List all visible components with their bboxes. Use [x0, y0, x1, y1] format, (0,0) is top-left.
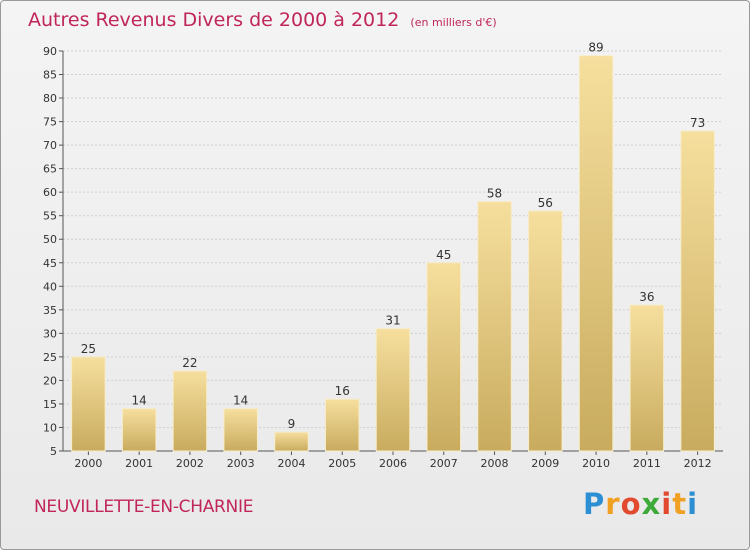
bar	[223, 408, 258, 452]
y-tick-label: 65	[43, 163, 57, 176]
y-tick-label: 30	[43, 327, 57, 340]
data-label: 14	[132, 394, 147, 408]
bar	[172, 370, 208, 452]
chart-unit-note: (en milliers d'€)	[410, 16, 497, 29]
bar	[426, 262, 462, 452]
x-tick-label: 2007	[430, 457, 458, 470]
bar	[71, 356, 106, 452]
y-tick-label: 10	[43, 421, 57, 434]
x-tick-label: 2004	[277, 457, 305, 470]
y-tick-label: 15	[43, 398, 57, 411]
y-tick-label: 60	[43, 186, 57, 199]
x-tick-label: 2008	[481, 457, 509, 470]
y-tick-label: 35	[43, 304, 57, 317]
proxiti-logo: Proxiti	[583, 487, 699, 521]
bar	[121, 408, 157, 452]
y-tick-label: 25	[43, 351, 57, 364]
labels: 2000 25 2001 14 2002 22 2003 14 2004 9 2005 16 2006 3…	[74, 41, 711, 470]
bar	[375, 328, 411, 452]
y-tick-label: 80	[43, 92, 57, 105]
data-label: 25	[81, 342, 96, 356]
bars	[71, 55, 715, 452]
location-label: NEUVILLETTE-EN-CHARNIE	[34, 497, 254, 517]
y-tick-label: 50	[43, 233, 57, 246]
axes: 5 10 15 20 25 30 35 40 45 50 55 60 65 70 75 80 85 90	[43, 45, 723, 458]
x-tick-label: 2012	[684, 457, 712, 470]
data-label: 36	[639, 290, 654, 304]
data-label: 9	[288, 417, 296, 431]
x-tick-label: 2003	[227, 457, 255, 470]
bar	[324, 398, 360, 452]
y-tick-label: 55	[43, 210, 57, 223]
data-label: 16	[335, 384, 350, 398]
data-label: 22	[182, 356, 197, 370]
y-tick-label: 85	[43, 69, 57, 82]
x-tick-label: 2001	[125, 457, 153, 470]
chart-title: Autres Revenus Divers de 2000 à 2012	[28, 9, 400, 31]
x-tick-label: 2000	[74, 457, 102, 470]
y-tick-label: 20	[43, 374, 57, 387]
chart-title-row: Autres Revenus Divers de 2000 à 2012 (en…	[28, 9, 497, 31]
y-tick-label: 90	[43, 45, 57, 58]
y-tick-label: 5	[50, 445, 57, 458]
data-label: 14	[233, 394, 248, 408]
data-label: 58	[487, 187, 502, 201]
x-tick-label: 2005	[328, 457, 356, 470]
data-label: 56	[538, 196, 553, 210]
bar	[680, 130, 715, 452]
data-label: 45	[436, 248, 451, 262]
bar	[578, 55, 614, 452]
y-tick-label: 75	[43, 116, 57, 129]
bar	[528, 210, 563, 452]
data-label: 73	[690, 116, 705, 130]
bar	[477, 201, 512, 452]
x-tick-label: 2002	[176, 457, 204, 470]
x-tick-label: 2006	[379, 457, 407, 470]
y-tick-label: 70	[43, 139, 57, 152]
y-tick-label: 45	[43, 257, 57, 270]
data-label: 31	[385, 314, 400, 328]
x-tick-label: 2011	[633, 457, 661, 470]
bar	[274, 431, 309, 452]
data-label: 89	[588, 41, 603, 55]
x-tick-label: 2010	[582, 457, 610, 470]
x-tick-label: 2009	[531, 457, 559, 470]
bar	[629, 304, 665, 452]
y-tick-label: 40	[43, 280, 57, 293]
